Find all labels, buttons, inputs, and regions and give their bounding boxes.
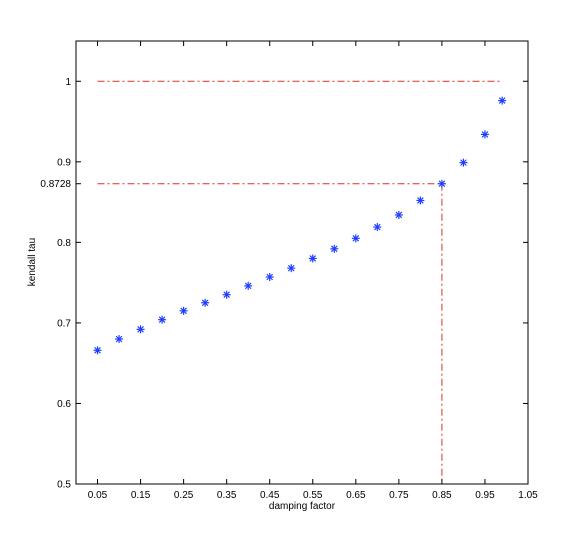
x-axis-title: damping factor: [269, 501, 336, 512]
data-point: [351, 234, 360, 243]
y-tick-label: 1: [65, 77, 71, 88]
data-point: [416, 196, 425, 205]
x-tick-label: 0.05: [88, 490, 108, 501]
plot-area: [75, 40, 529, 485]
data-point: [115, 335, 124, 344]
y-axis-ticks: 0.5 0.6 0.7 0.8 0.8728 0.9 1: [40, 77, 528, 491]
data-point: [265, 272, 274, 281]
data-point: [480, 130, 489, 139]
y-axis-title: kendall tau: [27, 238, 38, 286]
x-tick-label: 0.95: [475, 490, 495, 501]
data-point: [459, 158, 468, 167]
x-tick-label: 0.25: [174, 490, 194, 501]
data-point: [93, 346, 102, 355]
data-points: [93, 96, 507, 355]
reference-lines: [97, 80, 503, 484]
y-tick-label: 0.7: [57, 318, 71, 329]
data-point: [330, 244, 339, 253]
data-point: [201, 298, 210, 307]
y-tick-label: 0.9: [57, 157, 71, 168]
data-point: [136, 325, 145, 334]
y-tick-label: 0.6: [57, 399, 71, 410]
data-point: [222, 290, 231, 299]
data-point: [308, 254, 317, 263]
data-point: [158, 315, 167, 324]
y-tick-label: 0.8728: [40, 179, 71, 190]
x-tick-label: 0.35: [217, 490, 237, 501]
data-point: [498, 96, 507, 105]
data-point: [373, 223, 382, 232]
x-tick-label: 0.45: [260, 490, 280, 501]
x-axis-ticks: 0.05 0.15 0.25 0.35 0.45 0.55 0.65 0.75 0.85 0.95…: [88, 41, 538, 501]
data-point: [287, 264, 296, 273]
y-tick-label: 0.5: [57, 480, 71, 491]
x-tick-label: 0.15: [131, 490, 151, 501]
data-point: [244, 281, 253, 290]
data-point: [437, 179, 446, 188]
x-tick-label: 0.75: [389, 490, 409, 501]
x-tick-label: 0.65: [346, 490, 366, 501]
data-point: [179, 306, 188, 315]
x-tick-label: 0.85: [432, 490, 452, 501]
y-tick-label: 0.8: [57, 238, 71, 249]
data-point: [394, 210, 403, 219]
x-tick-label: 1.05: [518, 490, 538, 501]
x-tick-label: 0.55: [303, 490, 323, 501]
